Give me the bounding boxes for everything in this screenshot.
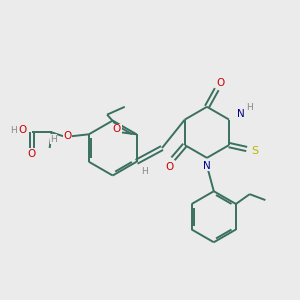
Text: O: O (18, 125, 26, 135)
Text: N: N (203, 161, 211, 171)
Text: H: H (246, 103, 253, 112)
Text: S: S (251, 146, 258, 156)
Text: H: H (50, 135, 57, 144)
Text: H: H (10, 126, 17, 135)
Text: O: O (28, 149, 36, 159)
Text: H: H (141, 167, 148, 176)
Text: O: O (113, 124, 121, 134)
Text: O: O (63, 131, 71, 141)
Text: N: N (237, 109, 245, 119)
Text: O: O (217, 78, 225, 88)
Text: O: O (165, 162, 173, 172)
